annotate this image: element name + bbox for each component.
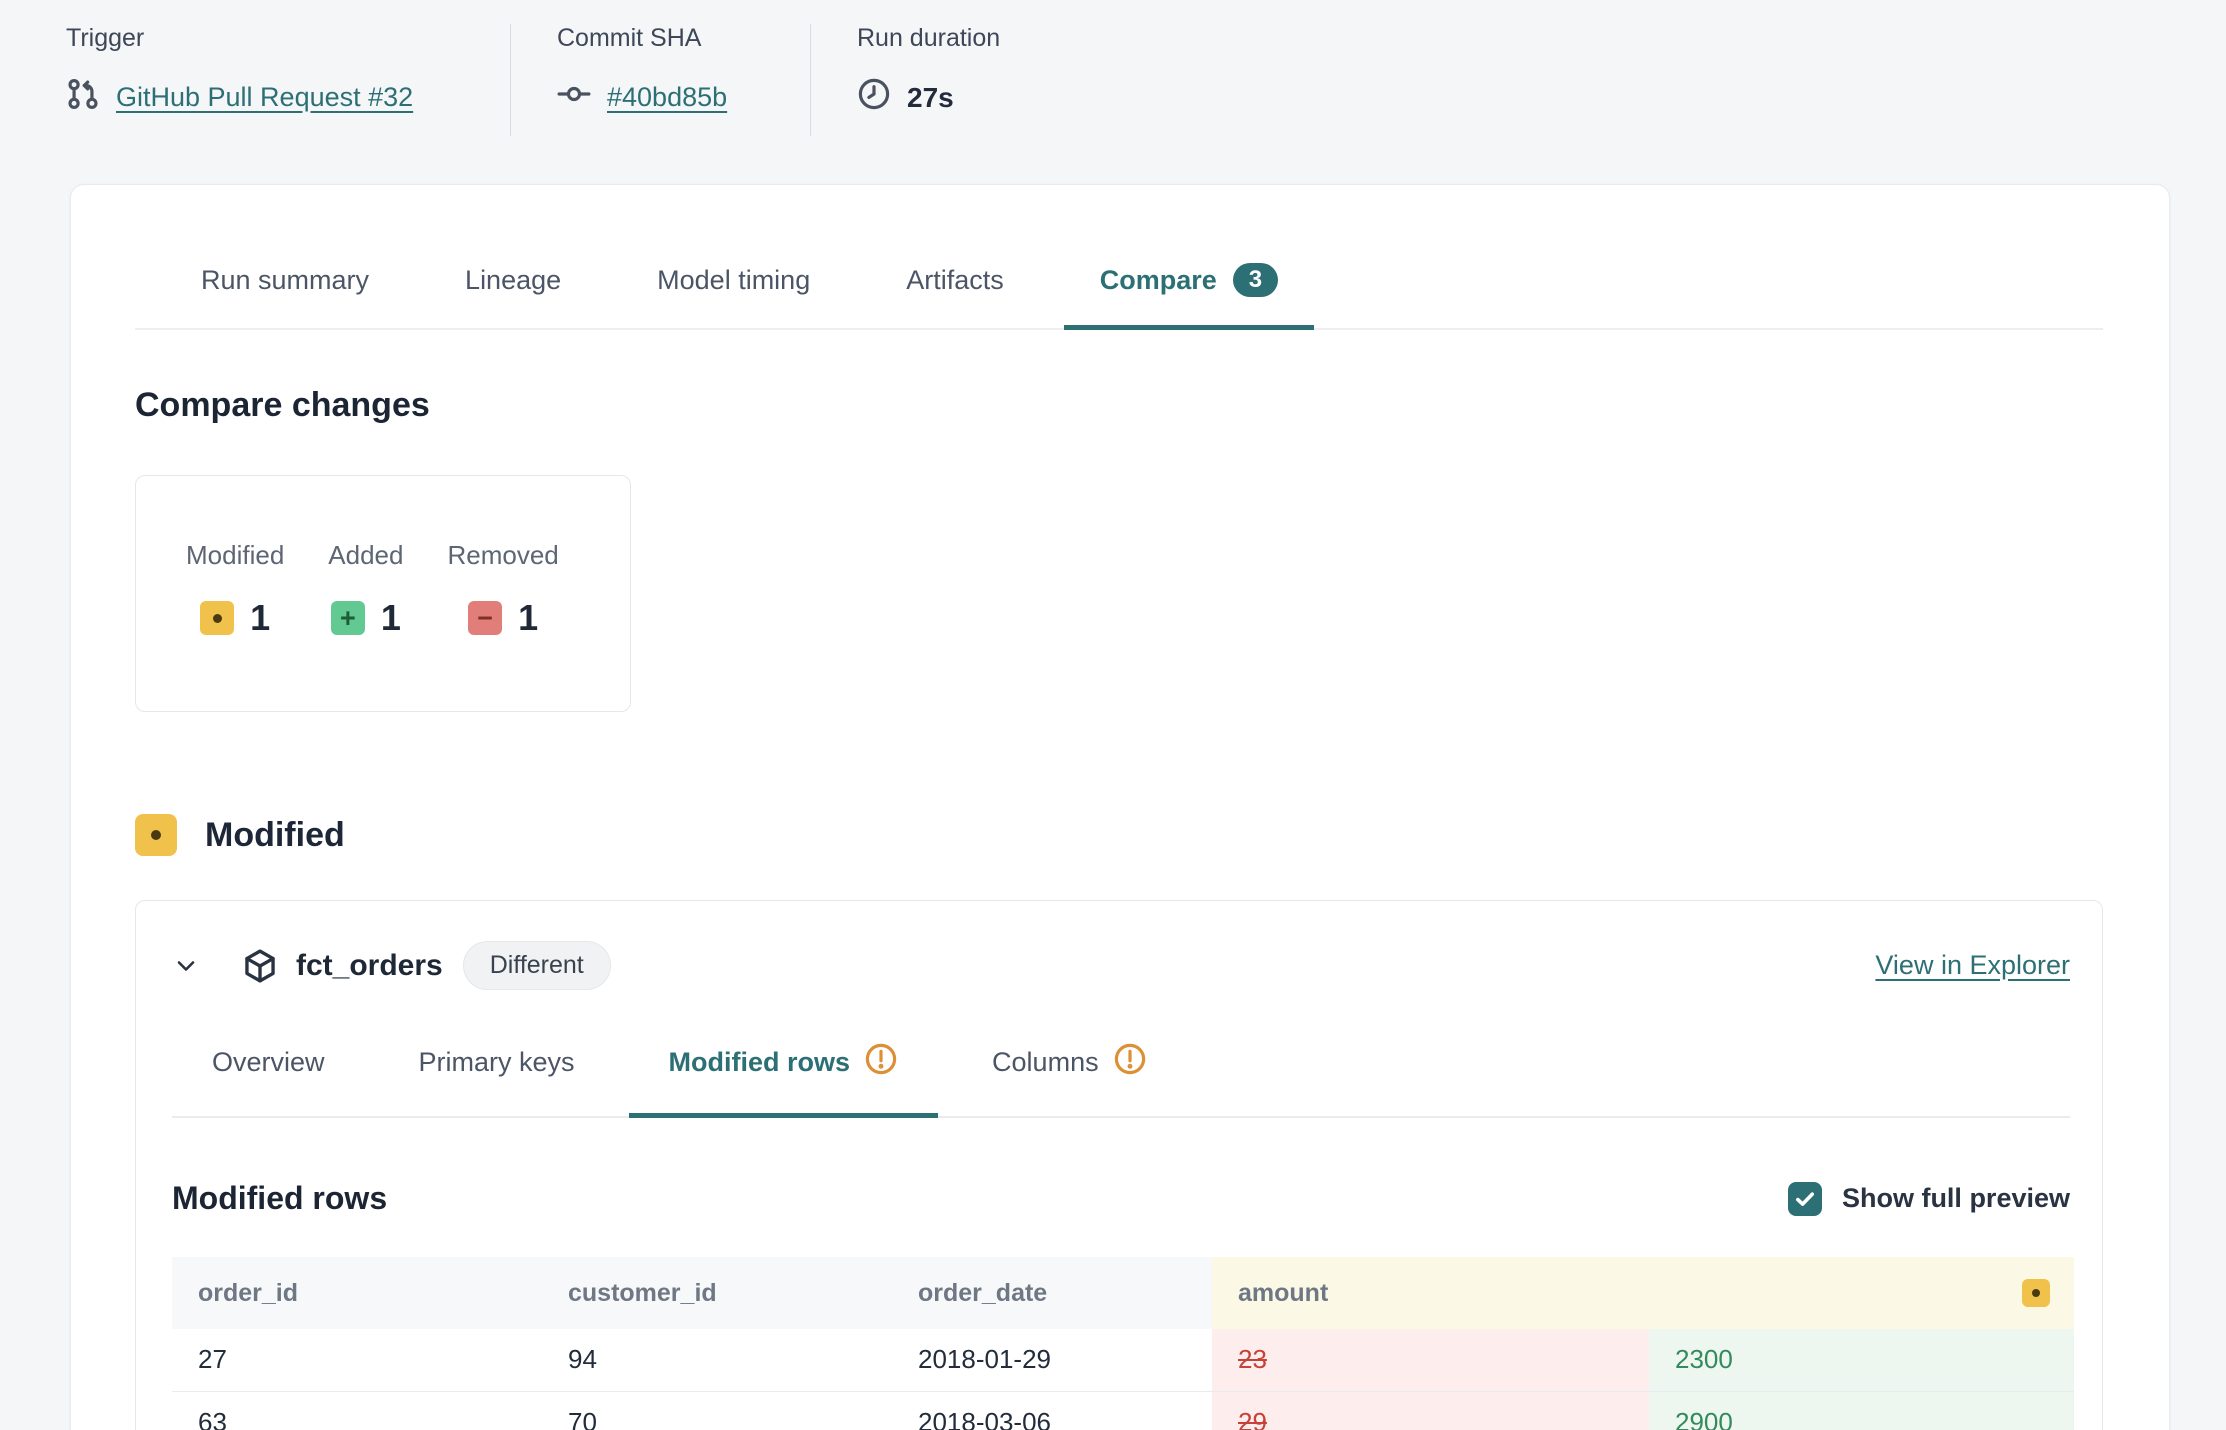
run-meta-bar: Trigger GitHub Pull Request #32 Commit S… <box>0 0 2226 136</box>
col-header-order-date: order_date <box>892 1257 1212 1329</box>
clock-icon <box>857 77 891 118</box>
change-summary-card: Modified 1 Added + 1 Removed − 1 <box>135 475 631 712</box>
modified-dot-icon <box>200 601 235 635</box>
modified-group-title: Modified <box>205 815 345 854</box>
new-value-cell: 2300 <box>1649 1329 2074 1391</box>
trigger-link[interactable]: GitHub Pull Request #32 <box>116 82 414 112</box>
added-count: 1 <box>380 597 401 638</box>
table-header-row: order_id customer_id order_date amount <box>172 1257 2074 1329</box>
col-header-customer-id: customer_id <box>542 1257 892 1329</box>
warning-icon <box>1113 1042 1147 1083</box>
removed-count: 1 <box>518 597 539 638</box>
model-cube-icon <box>242 948 278 984</box>
model-tabs: Overview Primary keys Modified rows Colu… <box>172 1042 2070 1118</box>
run-detail-card: Run summary Lineage Model timing Artifac… <box>70 184 2170 1430</box>
added-summary: Added + 1 <box>328 540 404 638</box>
commit-meta: Commit SHA #40bd85b <box>510 24 810 136</box>
toggle-label: Show full preview <box>1841 1183 2070 1213</box>
tab-columns[interactable]: Columns <box>952 1042 1187 1118</box>
old-value-cell: 29 <box>1212 1390 1649 1430</box>
tab-model-timing[interactable]: Model timing <box>657 264 811 295</box>
pull-request-icon <box>66 77 100 118</box>
compare-changes-title: Compare changes <box>135 386 430 424</box>
col-header-order-id: order_id <box>172 1257 542 1329</box>
trigger-label: Trigger <box>66 24 145 52</box>
model-header: fct_orders Different View in Explorer <box>172 941 2070 990</box>
modified-summary: Modified 1 <box>186 540 285 638</box>
modified-count: 1 <box>250 597 271 638</box>
old-value-cell: 23 <box>1212 1329 1649 1391</box>
modified-rows-header: Modified rows Show full preview <box>172 1180 2070 1217</box>
status-badge: Different <box>462 941 611 990</box>
duration-meta: Run duration 27s <box>810 24 1000 136</box>
duration-label: Run duration <box>857 24 1001 52</box>
tab-lineage[interactable]: Lineage <box>465 264 562 295</box>
tab-compare[interactable]: Compare 3 <box>1063 263 1315 330</box>
commit-label: Commit SHA <box>557 24 702 52</box>
table-row: 63 70 2018-03-06 29 2900 <box>172 1390 2074 1430</box>
tab-run-summary[interactable]: Run summary <box>201 264 370 295</box>
new-value-cell: 2900 <box>1649 1390 2074 1430</box>
table-row: 27 94 2018-01-29 23 2300 <box>172 1329 2074 1391</box>
removed-summary: Removed − 1 <box>447 540 559 638</box>
model-card-fct-orders: fct_orders Different View in Explorer Ov… <box>135 900 2103 1430</box>
commit-icon <box>557 77 591 118</box>
modified-group-header: Modified <box>135 814 2103 856</box>
checkbox-checked-icon[interactable] <box>1787 1181 1822 1216</box>
commit-sha-link[interactable]: #40bd85b <box>607 82 728 112</box>
tab-overview[interactable]: Overview <box>212 1047 325 1077</box>
added-plus-icon: + <box>330 601 365 635</box>
tab-modified-rows[interactable]: Modified rows <box>628 1042 939 1118</box>
trigger-meta: Trigger GitHub Pull Request #32 <box>66 24 510 136</box>
removed-minus-icon: − <box>468 601 503 635</box>
col-header-amount: amount <box>1212 1257 2074 1329</box>
modified-rows-title: Modified rows <box>172 1180 388 1216</box>
duration-value: 27s <box>907 81 954 113</box>
modified-dot-icon <box>135 814 177 856</box>
warning-icon <box>864 1042 898 1083</box>
chevron-down-icon[interactable] <box>172 952 200 980</box>
tab-artifacts[interactable]: Artifacts <box>906 264 1004 295</box>
run-tabs: Run summary Lineage Model timing Artifac… <box>135 263 2103 330</box>
show-full-preview-toggle[interactable]: Show full preview <box>1787 1181 2070 1216</box>
modified-dot-icon <box>2022 1279 2050 1307</box>
compare-count-badge: 3 <box>1232 263 1279 297</box>
modified-rows-table: order_id customer_id order_date amount 2… <box>172 1257 2074 1430</box>
model-name: fct_orders <box>296 948 443 982</box>
tab-primary-keys[interactable]: Primary keys <box>418 1047 575 1077</box>
view-in-explorer-link[interactable]: View in Explorer <box>1875 950 2070 980</box>
